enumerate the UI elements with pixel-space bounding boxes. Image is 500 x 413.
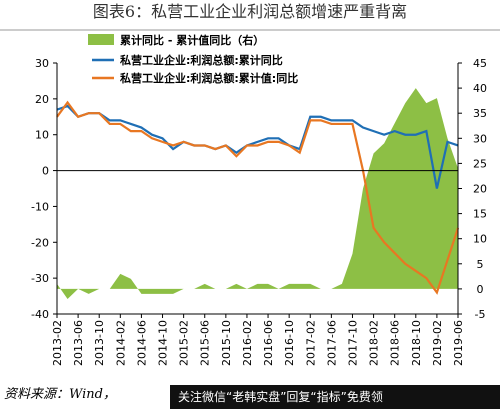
y2-tick-label: 0 [477,283,484,296]
y2-tick-label: 10 [473,233,487,246]
y-tick-label: 30 [35,57,49,70]
banner: 关注微信“老韩实盘”回复“指标”免费领 [178,389,383,404]
x-tick-label: 2017-06 [325,320,338,366]
y2-tick-label: -5 [475,308,486,321]
x-tick-label: 2016-10 [283,320,296,366]
legend-swatch [88,34,114,45]
x-tick-label: 2014-02 [114,320,127,366]
x-tick-label: 2016-02 [241,320,254,366]
x-tick-label: 2018-06 [389,320,402,366]
x-tick-label: 2013-10 [93,320,106,366]
y2-tick-label: 20 [473,183,487,196]
y2-tick-label: 40 [473,82,487,95]
x-tick-label: 2015-10 [220,320,233,366]
y2-tick-label: 15 [473,208,487,221]
y2-tick-label: 5 [477,258,484,271]
legend-label: 累计同比 - 累计值同比（右） [120,33,264,47]
x-tick-label: 2014-10 [157,320,170,366]
x-tick-label: 2017-10 [346,320,359,366]
x-tick-label: 2017-02 [304,320,317,366]
y-tick-label: 0 [42,165,49,178]
x-tick-label: 2018-10 [410,320,423,366]
y2-tick-label: 45 [473,57,487,70]
x-tick-label: 2018-02 [368,320,381,366]
x-tick-label: 2013-02 [51,320,64,366]
x-tick-label: 2013-06 [72,320,85,366]
y-tick-label: 10 [35,129,49,142]
banner-bg [170,385,500,409]
legend-label: 私营工业企业:利润总额:累计同比 [120,53,283,67]
source-note: 资料来源：Wind， [4,387,116,402]
x-tick-label: 2016-06 [262,320,275,366]
area [57,88,458,299]
y2-tick-label: 30 [473,132,487,145]
line [56,100,460,295]
line [56,104,459,189]
x-tick-label: 2014-06 [135,320,148,366]
x-tick-label: 2019-02 [431,320,444,366]
y2-tick-label: 35 [473,107,487,120]
x-tick-label: 2019-06 [452,320,465,366]
y2-tick-label: 25 [473,157,487,170]
y-tick-label: -30 [31,272,49,285]
y-tick-label: -20 [31,236,49,249]
chart-title: 图表6：私营工业企业利润总额增速严重背离 [93,2,407,21]
x-tick-label: 2015-02 [178,320,191,366]
y-tick-label: -10 [31,200,49,213]
y-tick-label: -40 [31,308,49,321]
x-tick-label: 2015-06 [199,320,212,366]
y-tick-label: 20 [35,93,49,106]
legend-label: 私营工业企业:利润总额:累计值:同比 [120,71,298,85]
